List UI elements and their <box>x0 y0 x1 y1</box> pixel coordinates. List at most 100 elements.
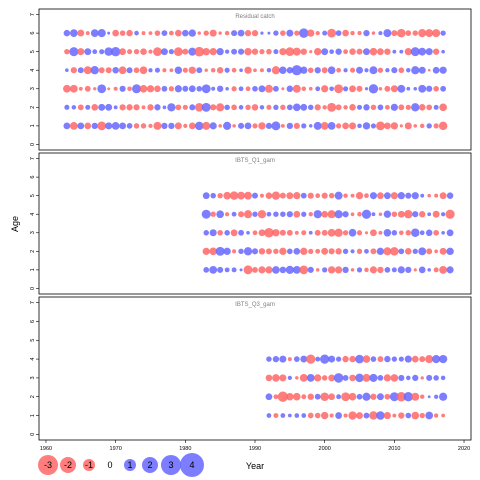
bubble <box>399 49 404 54</box>
bubble <box>293 122 300 129</box>
bubble <box>260 31 264 35</box>
bubble <box>397 266 405 274</box>
y-tick-label: 3 <box>30 376 36 379</box>
bubble <box>243 247 253 256</box>
bubble <box>446 192 454 199</box>
bubble <box>350 249 355 254</box>
bubble <box>438 354 448 364</box>
bubble <box>391 356 398 362</box>
bubble <box>272 229 280 237</box>
bubble <box>182 48 189 55</box>
bubble <box>287 375 292 381</box>
bubble <box>405 192 412 199</box>
bubble <box>111 122 120 130</box>
bubble <box>441 212 446 217</box>
bubble <box>343 105 348 110</box>
bubble <box>287 357 292 362</box>
bubble <box>271 121 281 131</box>
bubble <box>426 123 432 129</box>
bubble <box>265 266 273 274</box>
bubble <box>313 210 322 219</box>
bubble <box>321 375 328 381</box>
bubble <box>271 191 281 200</box>
bubble <box>201 209 211 219</box>
bubble <box>376 393 384 401</box>
bubble <box>174 66 183 74</box>
bubble <box>364 231 369 235</box>
bubble <box>357 123 362 129</box>
bubble <box>203 230 209 236</box>
y-tick-label: 6 <box>30 32 36 35</box>
bubble <box>446 247 454 256</box>
bubble <box>425 229 433 237</box>
bubble <box>252 230 258 236</box>
bubble <box>292 84 301 93</box>
bubble <box>356 48 363 55</box>
bubble <box>385 68 390 73</box>
bubble <box>216 85 224 92</box>
bubble <box>279 374 287 382</box>
bubble <box>300 247 308 255</box>
bubble <box>175 104 182 111</box>
bubble <box>301 230 307 236</box>
bubble <box>361 209 372 219</box>
bubble <box>224 212 230 217</box>
bubble <box>357 104 363 110</box>
bubble <box>369 266 378 274</box>
y-tick-label: 2 <box>30 250 36 253</box>
bubble <box>377 67 384 73</box>
bubble <box>264 84 273 93</box>
bubble <box>320 392 329 402</box>
bubble <box>404 48 412 56</box>
bubble <box>258 122 266 130</box>
bubble <box>279 247 287 255</box>
bubble <box>321 85 329 93</box>
bubble <box>308 248 314 254</box>
bubble <box>161 122 168 130</box>
y-tick-label: 5 <box>30 339 36 342</box>
bubble <box>148 123 153 129</box>
bubble <box>336 67 341 73</box>
y-tick-label: 1 <box>30 414 36 417</box>
bubble <box>244 191 252 200</box>
bubble <box>413 124 418 128</box>
bubble <box>69 47 79 57</box>
bubble <box>112 29 119 37</box>
bubble <box>140 48 147 55</box>
bubble <box>244 66 252 74</box>
bubble <box>334 191 343 200</box>
bubble <box>238 229 244 236</box>
bubble <box>434 249 438 254</box>
bubble <box>133 123 140 129</box>
bubble <box>243 265 253 275</box>
bubble <box>286 85 294 93</box>
bubble <box>98 103 106 111</box>
bubble <box>244 29 252 37</box>
bubble <box>300 66 308 74</box>
bubble <box>286 122 293 130</box>
panel-frame <box>38 8 472 151</box>
bubble <box>440 85 447 92</box>
bubble <box>439 392 448 401</box>
y-tick-label: 1 <box>30 268 36 271</box>
bubble <box>335 412 343 419</box>
bubble <box>322 105 327 110</box>
bubble <box>133 104 140 111</box>
y-tick-label: 4 <box>30 69 36 72</box>
bubble <box>148 49 153 54</box>
bubble <box>188 66 196 74</box>
bubble <box>97 28 106 38</box>
bubble <box>425 48 433 56</box>
bubble <box>356 393 363 400</box>
bubble <box>370 393 377 400</box>
bubble <box>427 68 431 72</box>
bubble <box>93 87 97 91</box>
bubble <box>188 122 196 130</box>
bubble <box>84 85 91 92</box>
bubble <box>371 31 376 35</box>
x-tick-label: 2010 <box>388 446 400 452</box>
bubble <box>273 211 279 217</box>
bubble <box>384 104 390 110</box>
bubble <box>384 355 391 363</box>
bubble <box>308 104 314 111</box>
